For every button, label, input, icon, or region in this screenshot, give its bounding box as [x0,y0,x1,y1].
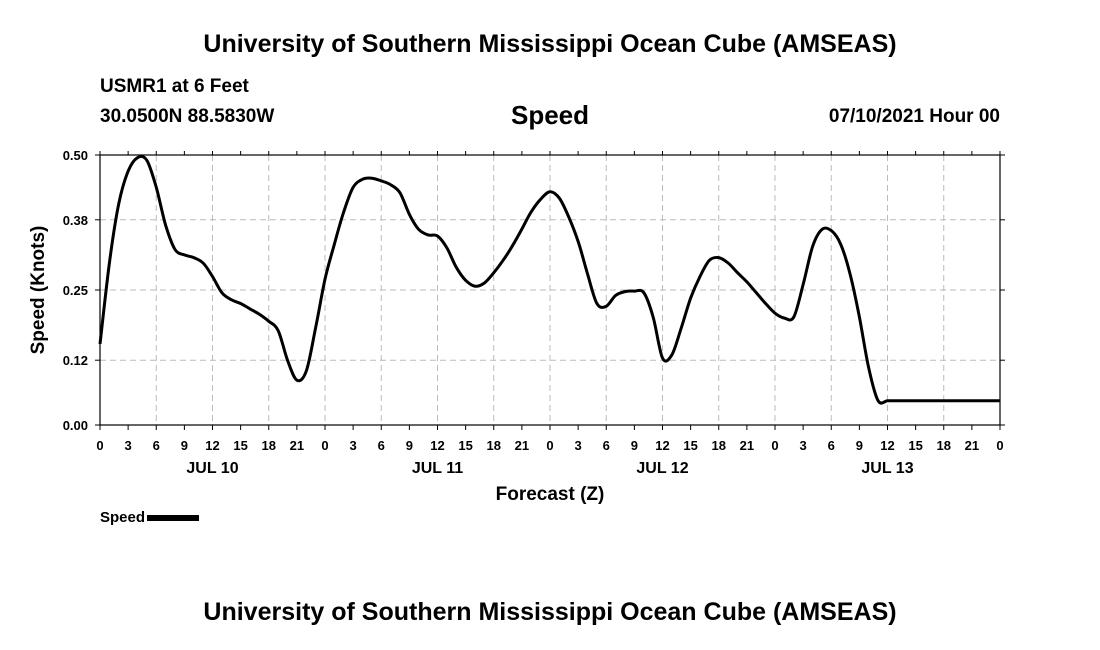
station-label: USMR1 at 6 Feet [100,76,249,97]
x-tick-label: 6 [378,438,385,453]
day-label: JUL 12 [636,460,688,477]
day-label: JUL 10 [186,460,238,477]
x-tick-label: 21 [515,438,529,453]
legend: Speed [100,509,200,526]
x-tick-label: 9 [856,438,863,453]
grid-layer [100,155,1000,425]
x-tick-label: 12 [880,438,894,453]
day-label: JUL 13 [861,460,913,477]
series-layer [98,154,1000,405]
x-tick-label: 21 [965,438,979,453]
x-tick-label: 3 [350,438,357,453]
footer-title: University of Southern Mississippi Ocean… [203,598,897,626]
x-tick-label: 18 [487,438,501,453]
x-tick-label: 0 [321,438,328,453]
y-tick-label: 0.25 [63,283,88,298]
x-tick-label: 9 [406,438,413,453]
x-tick-label: 6 [828,438,835,453]
x-tick-label: 3 [575,438,582,453]
x-tick-label: 12 [655,438,669,453]
y-tick-label: 0.00 [63,418,88,433]
y-tick-label: 0.12 [63,353,88,368]
forecast-datetime: 07/10/2021 Hour 00 [828,106,1000,127]
x-tick-label: 21 [740,438,754,453]
x-tick-label: 0 [771,438,778,453]
x-tick-label: 15 [683,438,697,453]
x-tick-label: 0 [96,438,103,453]
legend-swatch [147,514,200,521]
variable-title: Speed [510,100,590,130]
x-tick-label: 12 [205,438,219,453]
x-tick-label: 18 [712,438,726,453]
x-tick-label: 15 [233,438,247,453]
x-tick-label: 12 [430,438,444,453]
x-tick-label: 6 [603,438,610,453]
x-tick-label: 6 [153,438,160,453]
y-tick-label: 0.50 [63,148,88,163]
x-tick-label: 18 [262,438,276,453]
coordinates-label: 30.0500N 88.5830W [100,106,275,127]
page-title: University of Southern Mississippi Ocean… [203,30,897,58]
x-tick-label: 9 [181,438,188,453]
tick-layer: 0.00 0.12 0.25 0.38 0.50 0 3 6 9 12 15 18 21 0 3 6 9 12 15… [63,148,1005,477]
speed-series-line [98,154,1000,405]
x-tick-label: 0 [546,438,553,453]
y-tick-label: 0.38 [63,213,88,228]
x-tick-label: 3 [125,438,132,453]
x-tick-label: 21 [290,438,304,453]
day-label: JUL 11 [412,460,463,477]
x-tick-label: 18 [937,438,951,453]
legend-label: Speed [100,509,146,526]
x-tick-label: 15 [458,438,472,453]
y-axis-label: Speed (Knots) [28,226,49,355]
x-tick-label: 15 [908,438,922,453]
x-axis-label: Forecast (Z) [496,484,605,505]
x-tick-label: 0 [996,438,1003,453]
x-tick-label: 9 [631,438,638,453]
x-tick-label: 3 [800,438,807,453]
